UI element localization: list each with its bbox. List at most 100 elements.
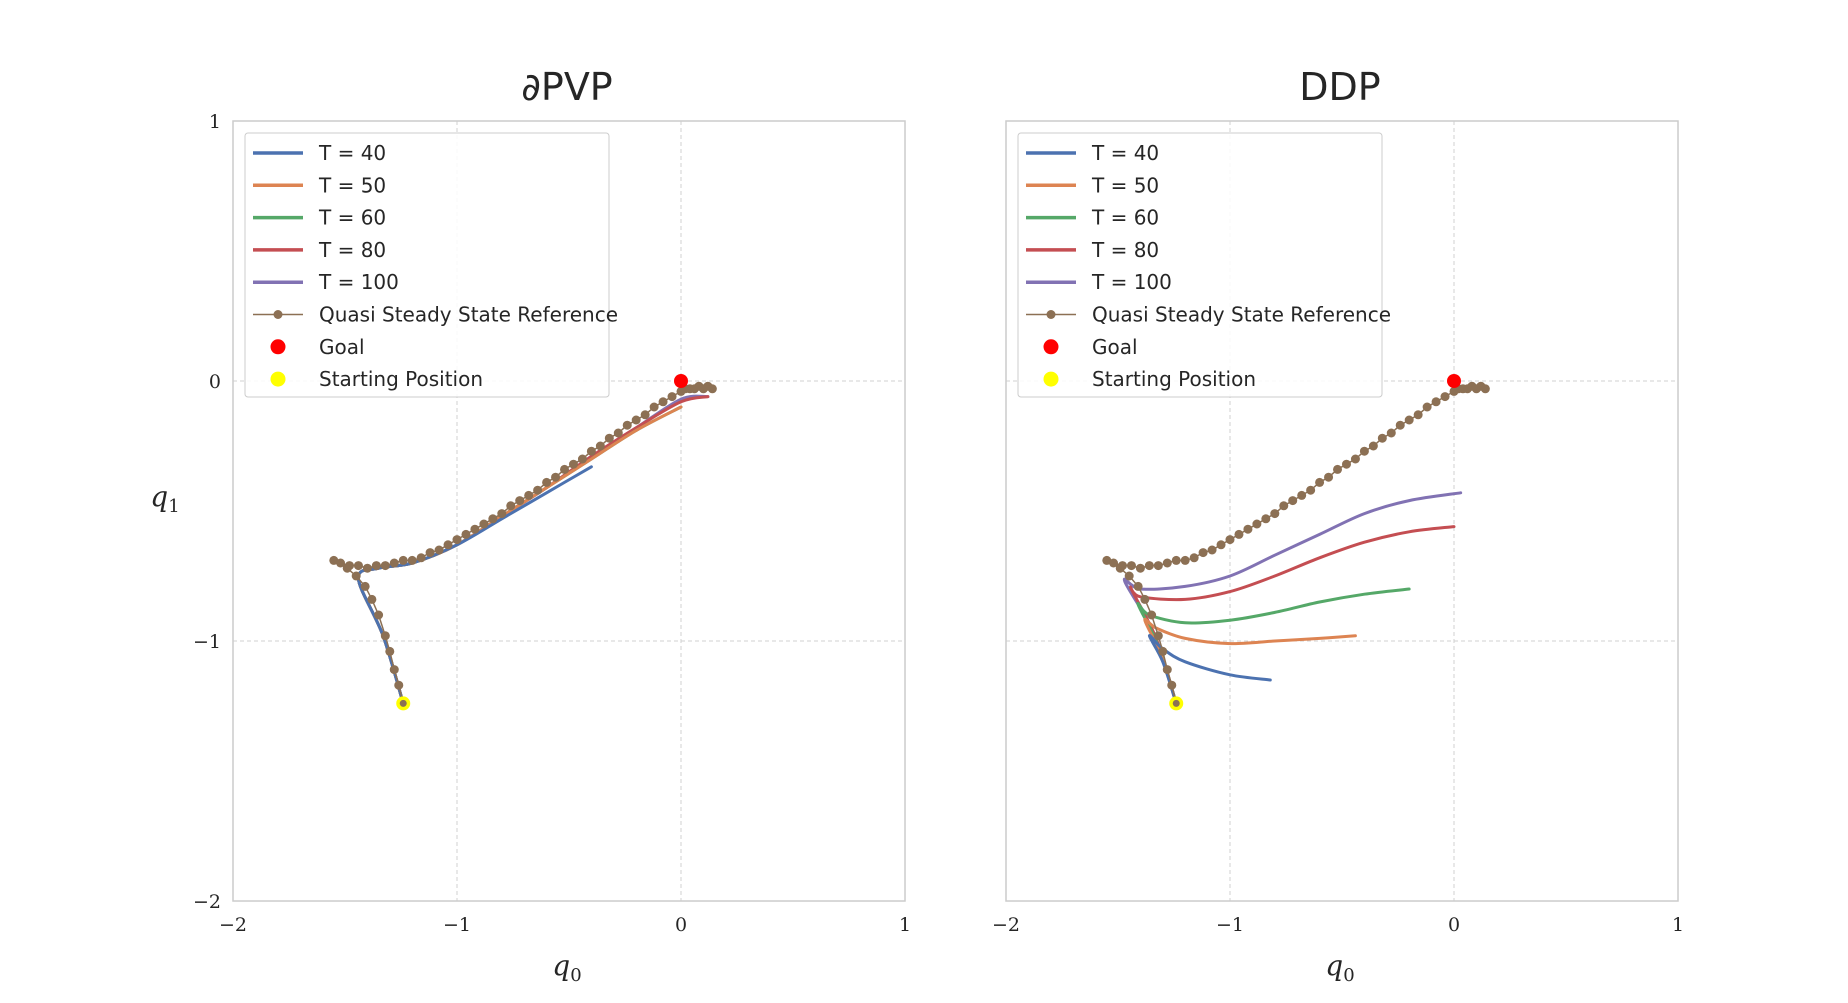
reference-point: [1440, 392, 1450, 402]
reference-point: [443, 540, 453, 550]
reference-point: [1333, 464, 1343, 474]
reference-point: [658, 397, 668, 407]
reference-point: [1133, 581, 1143, 591]
reference-point: [336, 558, 346, 568]
reference-point: [1315, 477, 1325, 487]
reference-point: [371, 561, 381, 571]
reference-point: [1386, 428, 1396, 438]
reference-point: [1350, 454, 1360, 464]
reference-point: [488, 514, 498, 524]
reference-point: [595, 441, 605, 451]
reference-point: [560, 464, 570, 474]
legend: T = 40 T = 50 T = 60 T = 80 T = 100 Quasi Ste…: [1017, 132, 1391, 398]
reference-point: [1109, 558, 1119, 568]
legend-label: Quasi Steady State Reference: [319, 303, 618, 327]
reference-point: [524, 490, 534, 500]
reference-point: [1324, 472, 1334, 482]
legend-handle-dot: [273, 310, 283, 319]
reference-point: [1480, 384, 1490, 394]
series-line-t100: [356, 394, 710, 705]
reference-point: [1404, 415, 1414, 425]
panel-dpvp: ∂PVP −2 −1 0 1 −2−101 q0 q1 T = 40T = 50T =…: [150, 65, 911, 986]
reference-point: [380, 561, 390, 571]
reference-point: [1377, 433, 1387, 443]
series-line-t80: [356, 395, 710, 705]
reference-point: [1158, 646, 1168, 656]
x-tick-label: −1: [443, 914, 471, 936]
reference-point: [1171, 555, 1181, 565]
reference-point: [1126, 561, 1136, 571]
legend-label: T = 60: [1091, 206, 1159, 230]
reference-point: [497, 509, 507, 519]
reference-point: [1207, 545, 1217, 555]
reference-point: [515, 496, 525, 506]
series-line-t60: [356, 405, 683, 705]
reference-point: [1216, 540, 1226, 550]
reference-point: [385, 646, 395, 656]
series-line-t80: [1128, 525, 1456, 705]
reference-point: [351, 571, 361, 581]
x-axis-label: q0: [1325, 949, 1354, 986]
x-tick-label: 1: [899, 914, 911, 936]
legend-handle-dot: [1043, 339, 1059, 355]
reference-point: [416, 553, 426, 563]
goal-marker: [674, 374, 688, 388]
series-line-t50: [356, 405, 683, 705]
y-tick-label: 0: [209, 371, 221, 393]
panel-ddp: DDP −2 −1 0 1 q0 T = 40T = 50T = 60T = 80T …: [992, 65, 1684, 986]
reference-point: [434, 545, 444, 555]
reference-point: [344, 561, 354, 571]
legend-label: Starting Position: [319, 367, 483, 391]
legend-handle-dot: [270, 371, 286, 387]
reference-point: [1180, 555, 1190, 565]
reference-point: [1471, 384, 1481, 394]
reference-point: [1413, 410, 1423, 420]
reference-point: [640, 410, 650, 420]
legend-label: T = 50: [1091, 173, 1159, 197]
reference-point: [1198, 548, 1208, 558]
reference-point: [1462, 384, 1472, 394]
legend-handle-dot: [270, 339, 286, 355]
reference-point: [1144, 561, 1154, 571]
legend-handle-dot: [1043, 371, 1059, 387]
x-tick-label: 1: [1672, 914, 1684, 936]
reference-point: [1395, 420, 1405, 430]
reference-point: [394, 680, 404, 690]
reference-point: [1189, 553, 1199, 563]
reference-point: [613, 428, 623, 438]
reference-point: [1261, 514, 1271, 524]
legend-label: Starting Position: [1092, 367, 1256, 391]
x-tick-label: 0: [1448, 914, 1460, 936]
reference-point: [1147, 610, 1157, 620]
legend-label: Goal: [1092, 335, 1138, 359]
x-tick-label: −2: [992, 914, 1020, 936]
goal-marker: [1447, 374, 1461, 388]
y-tick-label: −1: [193, 631, 221, 653]
legend-label: T = 60: [318, 206, 386, 230]
x-tick-label: −1: [1216, 914, 1244, 936]
reference-point: [1124, 571, 1134, 581]
legend-label: T = 100: [318, 270, 399, 294]
reference-point: [425, 548, 435, 558]
y-axis-label: q1: [150, 480, 179, 517]
reference-point: [452, 535, 462, 545]
y-tick-label: 1: [209, 111, 221, 133]
reference-point: [1297, 490, 1307, 500]
x-tick-label: 0: [675, 914, 687, 936]
legend-box: [244, 132, 610, 398]
legend-label: T = 40: [318, 141, 386, 165]
reference-point: [407, 555, 417, 565]
reference-point: [707, 384, 717, 394]
reference-point: [667, 392, 677, 402]
reference-point: [698, 384, 708, 394]
reference-point: [1140, 594, 1150, 604]
reference-point: [470, 524, 480, 534]
reference-point: [461, 529, 471, 539]
reference-point: [1279, 501, 1289, 511]
reference-point: [568, 459, 578, 469]
reference-point: [1252, 519, 1262, 529]
start-inner-point: [399, 699, 407, 707]
legend-box: [1017, 132, 1383, 398]
reference-point: [586, 446, 596, 456]
